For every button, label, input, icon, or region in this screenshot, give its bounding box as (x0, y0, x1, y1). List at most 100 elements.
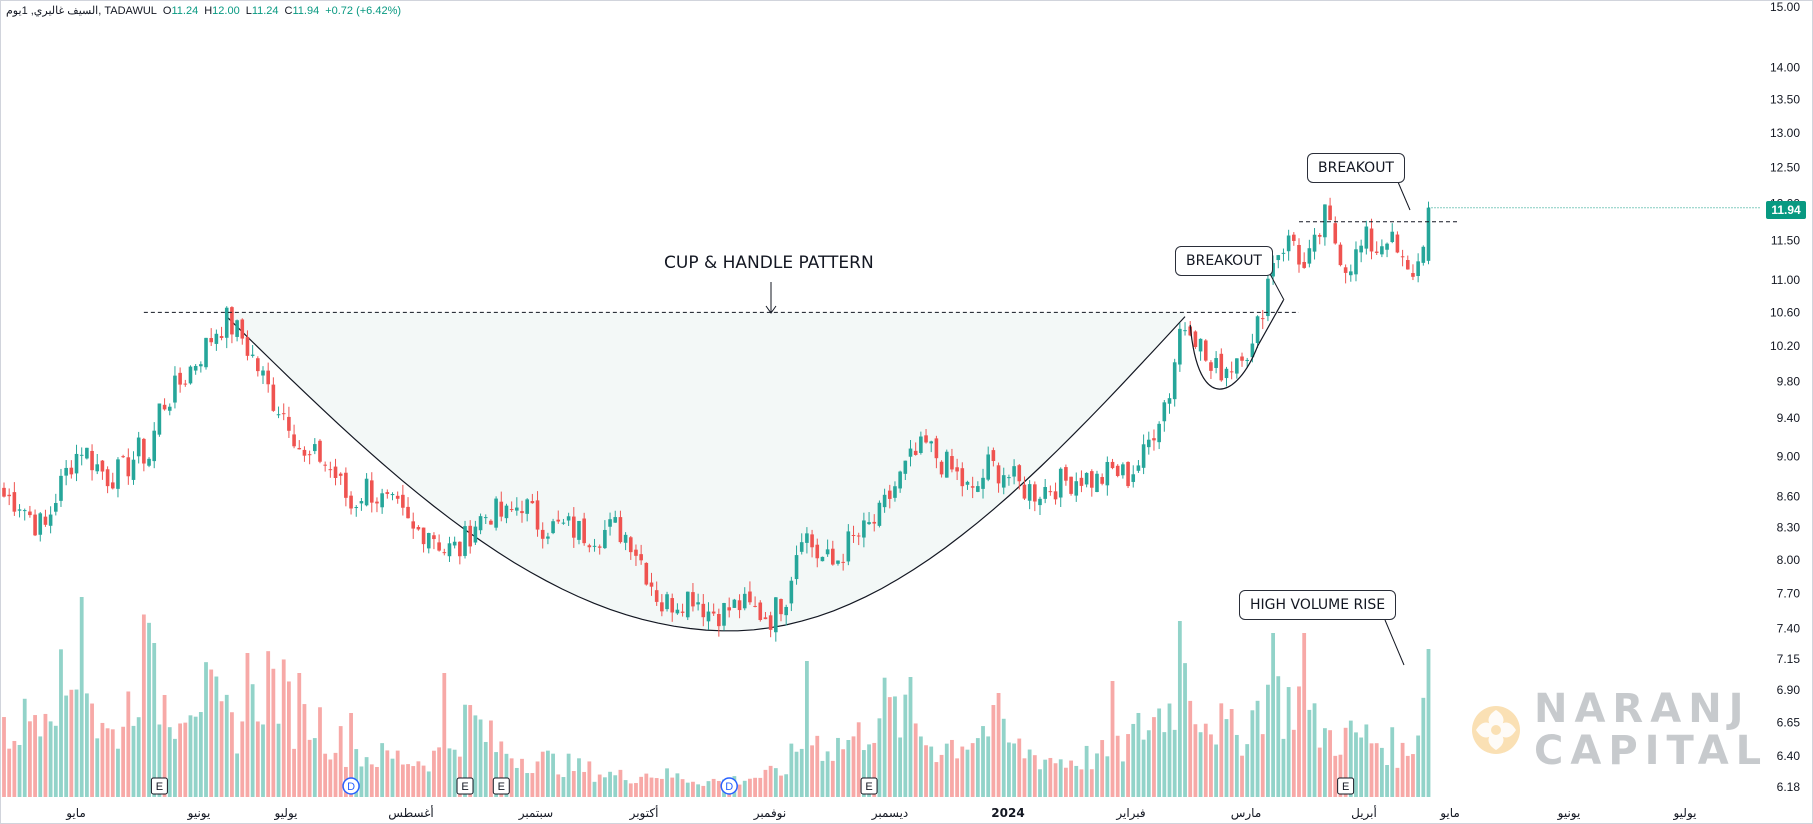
candle-body (1079, 477, 1084, 486)
volume-bar (328, 759, 333, 797)
breakout-callout-2[interactable]: BREAKOUT (1307, 153, 1405, 183)
candle-body (711, 611, 716, 614)
candle-body (1354, 249, 1358, 275)
candle-body (1162, 402, 1167, 422)
volume-bar (861, 750, 866, 797)
candle-body (929, 441, 934, 444)
event-marker-text: D (725, 781, 733, 793)
volume-bar (116, 748, 120, 797)
candle-body (1007, 477, 1011, 479)
candle-body (644, 562, 649, 585)
candle-body (468, 525, 472, 547)
volume-bar (1250, 710, 1255, 797)
volume-bar (1203, 723, 1208, 797)
candle-body (654, 590, 659, 602)
time-axis-label: يونيو (1557, 806, 1581, 821)
price-tick-label: 10.60 (1770, 305, 1800, 319)
candle-body (613, 517, 618, 523)
candle-body (136, 437, 141, 457)
volume-bar (1084, 745, 1089, 797)
candle-body (566, 516, 571, 521)
candle-body (1178, 328, 1182, 365)
volume-bar (281, 659, 286, 797)
candle-body (1198, 338, 1203, 352)
candle-body (1323, 204, 1327, 238)
volume-bar (1276, 676, 1281, 797)
volume-callout[interactable]: HIGH VOLUME RISE (1239, 590, 1397, 620)
volume-bar (950, 739, 954, 797)
candle-body (981, 477, 985, 489)
candle-body (33, 514, 37, 536)
candle-body (1338, 244, 1343, 266)
volume-bar (136, 717, 141, 797)
candle-body (1390, 231, 1395, 243)
volume-bar (74, 689, 79, 797)
price-tick-label: 9.40 (1777, 411, 1801, 425)
candle-body (1115, 465, 1120, 477)
candle-body (540, 529, 545, 539)
candle-body (349, 495, 353, 509)
candle-body (12, 492, 17, 512)
volume-bar (468, 705, 473, 797)
logo-line-2: CAPITAL (1534, 728, 1769, 774)
candle-body (1203, 340, 1208, 361)
candle-body (763, 617, 768, 620)
volume-bar (121, 726, 126, 797)
volume-bar (1421, 697, 1426, 797)
candle-body (1343, 267, 1348, 273)
time-axis-label: أكتوبر (629, 805, 659, 821)
time-axis-label: يونيو (187, 806, 211, 821)
last-price-badge: 11.94 (1766, 201, 1806, 219)
volume-bar (489, 720, 493, 797)
volume-bar (551, 753, 555, 797)
volume-bar (499, 741, 504, 797)
candle-body (944, 451, 949, 478)
volume-bar (582, 771, 587, 797)
candle-body (121, 456, 125, 458)
candle-body (276, 414, 281, 416)
volume-bar (1167, 703, 1172, 797)
volume-bar (1038, 769, 1042, 797)
volume-bar (996, 693, 1001, 797)
candle-body (991, 450, 996, 462)
volume-bar (546, 750, 550, 797)
volume-bar (219, 701, 224, 797)
volume-bar (1157, 708, 1162, 797)
volume-bar (520, 758, 524, 797)
volume-bar (649, 777, 654, 797)
candle-body (48, 514, 53, 526)
candle-body (799, 542, 804, 552)
candle-body (1167, 398, 1172, 404)
candle-body (167, 406, 172, 411)
volume-bar (1089, 769, 1094, 797)
volume-bar (514, 767, 519, 797)
volume-bar (90, 703, 94, 797)
candle-body (442, 552, 447, 554)
candle-body (1385, 243, 1389, 250)
price-tick-label: 9.80 (1777, 374, 1801, 388)
volume-bar (183, 722, 188, 797)
breakout-callout-1[interactable]: BREAKOUT (1175, 246, 1273, 276)
volume-bar (457, 756, 462, 797)
candle-body (1411, 273, 1415, 277)
volume-bar (691, 781, 695, 797)
volume-bar (970, 743, 975, 797)
candle-body (323, 464, 327, 466)
candle-body (1286, 235, 1291, 252)
candle-body (344, 472, 348, 498)
volume-bar (147, 622, 151, 797)
volume-bar (1183, 663, 1187, 797)
time-axis-label: 2024 (991, 806, 1024, 820)
volume-bar (753, 777, 757, 797)
volume-bar (152, 643, 157, 797)
volume-bar (292, 748, 296, 797)
candle-body (74, 453, 79, 474)
candle-body (691, 592, 695, 607)
candle-body (1027, 484, 1032, 501)
candle-body (680, 611, 685, 613)
volume-bar (975, 738, 980, 797)
time-axis-label: مايو (65, 806, 86, 821)
volume-bar (110, 729, 115, 797)
cup-layer (226, 312, 1186, 632)
